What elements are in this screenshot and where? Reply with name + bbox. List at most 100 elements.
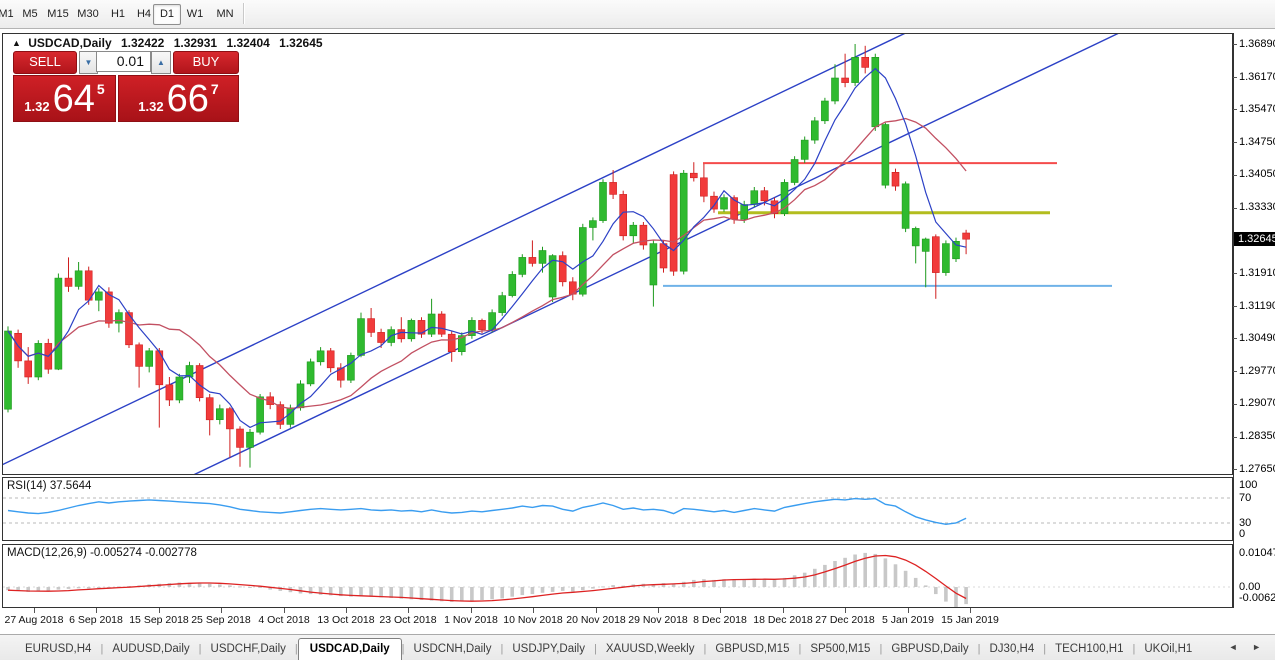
tab-separator: |	[401, 643, 405, 655]
price-tick	[1233, 44, 1237, 45]
date-tick	[471, 608, 472, 613]
chart-tab-dj30-h4[interactable]: DJ30,H4	[989, 643, 1035, 655]
date-axis-label: 15 Jan 2019	[941, 614, 999, 626]
date-axis-label: 18 Dec 2018	[753, 614, 813, 626]
date-tick	[596, 608, 597, 613]
ask-price-big: 66	[166, 77, 209, 120]
date-axis-label: 27 Aug 2018	[4, 614, 64, 626]
date-axis-label: 20 Nov 2018	[566, 614, 626, 626]
ohlc-low: 1.32404	[226, 36, 270, 50]
tab-scroll-arrows[interactable]: ◄ ►	[1228, 642, 1267, 652]
sell-button[interactable]: SELL	[13, 51, 77, 74]
date-tick	[159, 608, 160, 613]
date-tick	[658, 608, 659, 613]
collapse-chart-icon[interactable]: ▲	[12, 38, 21, 48]
date-tick	[96, 608, 97, 613]
chart-tab-usdcnh-daily[interactable]: USDCNH,Daily	[413, 643, 492, 655]
date-axis-label: 27 Dec 2018	[815, 614, 875, 626]
date-tick	[221, 608, 222, 613]
date-tick	[908, 608, 909, 613]
price-axis-label: 1.35470	[1239, 103, 1275, 115]
tab-separator: |	[294, 643, 298, 655]
price-tick	[1233, 404, 1237, 405]
price-axis-label: 1.28350	[1239, 430, 1275, 442]
date-tick	[783, 608, 784, 613]
chart-tab-usdchf-daily[interactable]: USDCHF,Daily	[210, 643, 286, 655]
buy-button[interactable]: BUY	[173, 51, 239, 74]
date-tick	[34, 608, 35, 613]
chart-symbol-label: USDCAD,Daily	[28, 36, 112, 50]
chart-tab-usdcad-daily[interactable]: USDCAD,Daily	[297, 638, 402, 660]
timeframe-button-m1[interactable]: M1	[0, 8, 14, 20]
price-tick	[1233, 109, 1237, 110]
price-axis-label: 1.36170	[1239, 71, 1275, 83]
ohlc-open: 1.32422	[120, 36, 165, 50]
timeframe-button-m5[interactable]: M5	[22, 8, 38, 20]
chart-tab-bar: EURUSD,H4 | AUDUSD,Daily | USDCHF,Daily | USDC…	[0, 634, 1275, 660]
macd-label: MACD(12,26,9) -0.005274 -0.002778	[7, 547, 197, 559]
timeframe-button-d1[interactable]: D1	[153, 4, 181, 25]
date-tick	[533, 608, 534, 613]
date-tick	[346, 608, 347, 613]
chart-tab-sp500-m15[interactable]: SP500,M15	[810, 643, 871, 655]
ohlc-close: 1.32645	[279, 36, 323, 50]
tab-separator: |	[500, 643, 504, 655]
ask-quote-button[interactable]: 1.32 66 7	[118, 75, 239, 122]
volume-input[interactable]: 0.01	[96, 51, 151, 72]
tab-separator: |	[1132, 643, 1136, 655]
bid-quote-button[interactable]: 1.32 64 5	[13, 75, 116, 122]
tab-separator: |	[100, 643, 104, 655]
chart-tab-xauusd-weekly[interactable]: XAUUSD,Weekly	[605, 643, 695, 655]
chart-tab-ukoil-h1[interactable]: UKOil,H1	[1144, 643, 1193, 655]
timeframe-button-mn[interactable]: MN	[216, 8, 234, 20]
price-tick	[1233, 142, 1237, 143]
price-axis-label: 1.31190	[1239, 300, 1275, 312]
chart-tab-audusd-daily[interactable]: AUDUSD,Daily	[112, 643, 190, 655]
date-axis-label: 1 Nov 2018	[444, 614, 498, 626]
indicator-axis-label: 0.010474	[1239, 547, 1275, 559]
current-price-badge: 1.32645	[1234, 232, 1275, 246]
price-axis-label: 1.31910	[1239, 267, 1275, 279]
ask-price-pip: 7	[210, 81, 219, 97]
price-tick	[1233, 77, 1237, 78]
timeframe-button-h1[interactable]: H1	[110, 8, 126, 20]
price-axis-label: 1.34050	[1239, 168, 1275, 180]
bid-price-prefix: 1.32	[24, 99, 50, 114]
date-axis-label: 4 Oct 2018	[258, 614, 310, 626]
price-tick	[1233, 306, 1237, 307]
date-axis-label: 5 Jan 2019	[882, 614, 934, 626]
date-axis-label: 13 Oct 2018	[317, 614, 375, 626]
timeframe-button-h4[interactable]: H4	[136, 8, 152, 20]
price-axis-label: 1.33330	[1239, 201, 1275, 213]
timeframe-button-m30[interactable]: M30	[77, 8, 99, 20]
timeframe-button-m15[interactable]: M15	[47, 8, 69, 20]
price-axis-label: 1.29070	[1239, 397, 1275, 409]
ohlc-high: 1.32931	[173, 36, 218, 50]
tab-separator: |	[798, 643, 802, 655]
tab-separator: |	[879, 643, 883, 655]
tab-separator: |	[1043, 643, 1047, 655]
price-tick	[1233, 208, 1237, 209]
date-tick	[845, 608, 846, 613]
price-tick	[1233, 437, 1237, 438]
tab-separator: |	[594, 643, 597, 655]
chart-tab-tech100-h1[interactable]: TECH100,H1	[1055, 643, 1124, 655]
chart-header: ▲ USDCAD,Daily 1.32422 1.32931 1.32404 1…	[12, 36, 323, 50]
price-axis-label: 1.29770	[1239, 365, 1275, 377]
tab-separator: |	[977, 643, 981, 655]
chart-tab-gbpusd-daily[interactable]: GBPUSD,Daily	[891, 643, 969, 655]
date-axis-label: 25 Sep 2018	[191, 614, 251, 626]
volume-increment-button[interactable]: ▲	[151, 51, 171, 74]
tab-separator: |	[703, 643, 707, 655]
date-axis-label: 8 Dec 2018	[693, 614, 747, 626]
date-axis-label: 23 Oct 2018	[379, 614, 437, 626]
chart-tab-gbpusd-m15[interactable]: GBPUSD,M15	[715, 643, 790, 655]
date-axis-label: 10 Nov 2018	[503, 614, 563, 626]
timeframe-button-w1[interactable]: W1	[186, 8, 204, 20]
chart-tab-eurusd-h4[interactable]: EURUSD,H4	[25, 643, 92, 655]
price-axis-label: 1.30490	[1239, 332, 1275, 344]
chart-tab-usdjpy-daily[interactable]: USDJPY,Daily	[512, 643, 585, 655]
indicator-axis-label: 30	[1239, 517, 1252, 529]
